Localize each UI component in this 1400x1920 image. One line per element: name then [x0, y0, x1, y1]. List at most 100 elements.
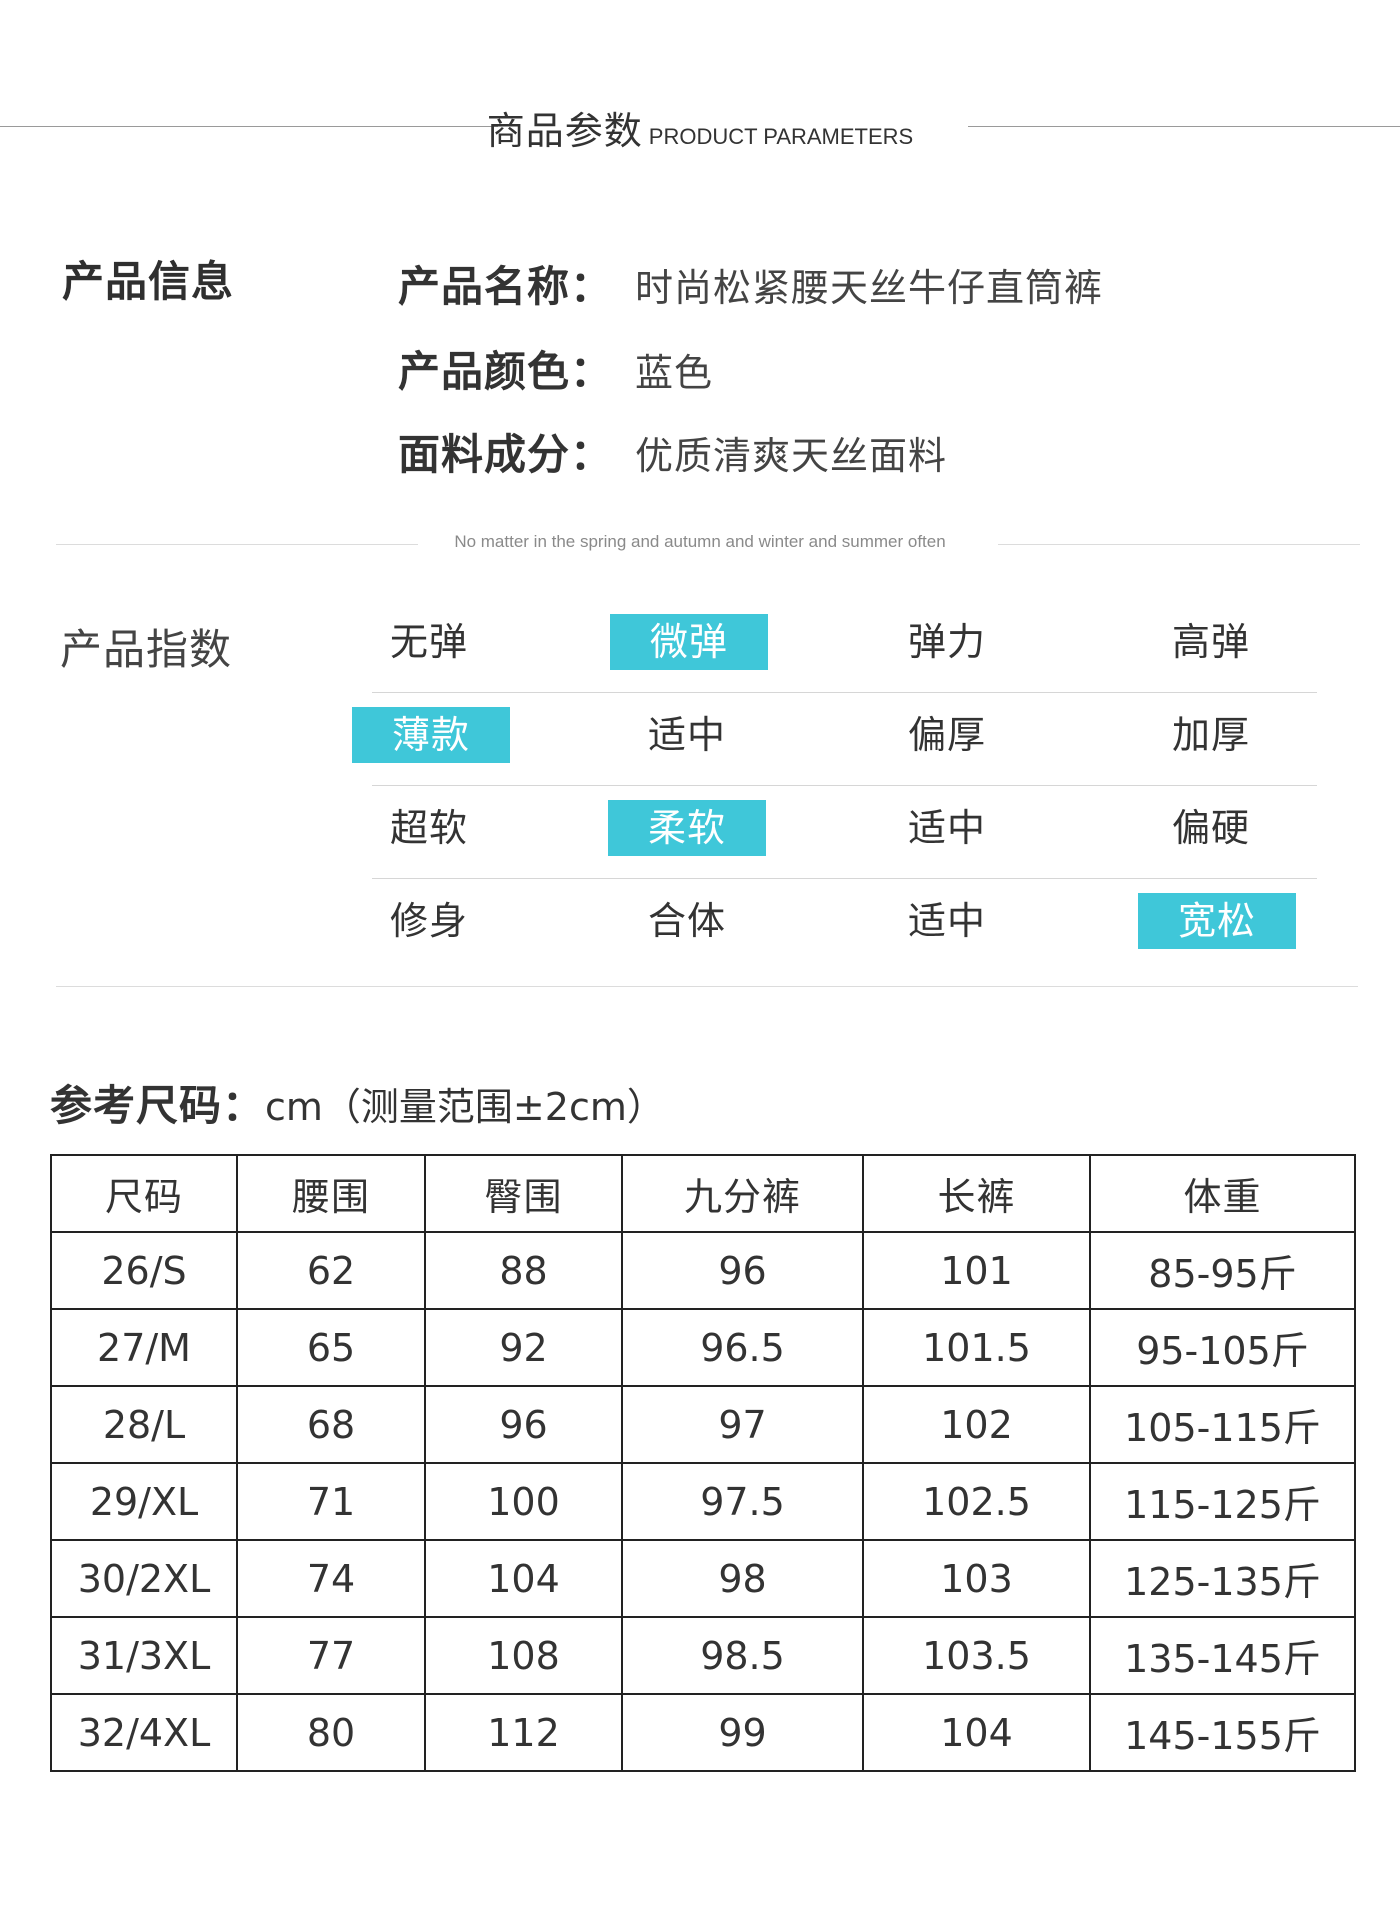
info-value: 时尚松紧腰天丝牛仔直筒裤 — [635, 266, 1104, 310]
table-cell: 98.5 — [621, 1616, 864, 1695]
table-cell: 97 — [621, 1385, 864, 1464]
table-row: 32/4XL 80 112 99 104 145-155斤 — [50, 1693, 1356, 1772]
table-row: 26/S 62 88 96 101 85-95斤 — [50, 1231, 1356, 1310]
table-cell: 105-115斤 — [1089, 1385, 1356, 1464]
table-cell: 145-155斤 — [1089, 1693, 1356, 1772]
index-option: 适中 — [907, 899, 986, 943]
table-cell: 115-125斤 — [1089, 1462, 1356, 1541]
index-row-divider — [372, 692, 1317, 693]
size-reference-label: 参考尺码： — [50, 1081, 266, 1130]
index-option-selected: 薄款 — [352, 707, 510, 763]
table-cell: 29/XL — [50, 1462, 238, 1541]
index-option: 偏硬 — [1171, 806, 1250, 850]
index-option-selected: 宽松 — [1138, 893, 1296, 949]
index-option: 加厚 — [1171, 713, 1250, 757]
column-header: 体重 — [1089, 1154, 1356, 1233]
column-header: 九分裤 — [621, 1154, 864, 1233]
tagline-rule-left — [56, 544, 418, 545]
index-option: 适中 — [647, 713, 726, 757]
table-cell: 108 — [424, 1616, 623, 1695]
table-cell: 102.5 — [862, 1462, 1091, 1541]
table-cell: 104 — [862, 1693, 1091, 1772]
table-cell: 96 — [424, 1385, 623, 1464]
index-row-fit: 修身 合体 适中 宽松 — [350, 879, 1350, 972]
header-title-cn: 商品参数 — [486, 109, 643, 153]
table-cell: 112 — [424, 1693, 623, 1772]
product-info-heading: 产品信息 — [62, 257, 235, 306]
table-row: 30/2XL 74 104 98 103 125-135斤 — [50, 1539, 1356, 1618]
index-option: 无弹 — [389, 620, 468, 664]
table-cell: 103.5 — [862, 1616, 1091, 1695]
table-row: 28/L 68 96 97 102 105-115斤 — [50, 1385, 1356, 1464]
table-cell: 80 — [236, 1693, 426, 1772]
header-title: 商品参数 PRODUCT PARAMETERS — [0, 100, 1400, 155]
header-rule-right — [968, 126, 1400, 127]
info-key: 产品颜色： — [398, 347, 614, 396]
info-row-color: 产品颜色： 蓝色 — [398, 338, 713, 398]
index-option-selected: 微弹 — [610, 614, 768, 670]
table-row: 27/M 65 92 96.5 101.5 95-105斤 — [50, 1308, 1356, 1387]
index-row-divider — [372, 785, 1317, 786]
info-row-fabric: 面料成分： 优质清爽天丝面料 — [398, 421, 947, 481]
table-cell: 92 — [424, 1308, 623, 1387]
table-cell: 104 — [424, 1539, 623, 1618]
column-header: 臀围 — [424, 1154, 623, 1233]
table-cell: 88 — [424, 1231, 623, 1310]
index-option-selected: 柔软 — [608, 800, 766, 856]
column-header: 长裤 — [862, 1154, 1091, 1233]
section-header: 商品参数 PRODUCT PARAMETERS — [0, 100, 1400, 153]
info-value: 优质清爽天丝面料 — [635, 434, 948, 478]
table-row: 31/3XL 77 108 98.5 103.5 135-145斤 — [50, 1616, 1356, 1695]
table-cell: 101.5 — [862, 1308, 1091, 1387]
index-option: 超软 — [389, 806, 468, 850]
table-cell: 74 — [236, 1539, 426, 1618]
table-cell: 101 — [862, 1231, 1091, 1310]
tagline-divider: No matter in the spring and autumn and w… — [0, 530, 1400, 560]
table-cell: 100 — [424, 1462, 623, 1541]
table-cell: 103 — [862, 1539, 1091, 1618]
table-cell: 96.5 — [621, 1308, 864, 1387]
header-rule-left — [0, 126, 498, 127]
table-cell: 27/M — [50, 1308, 238, 1387]
index-option: 弹力 — [907, 620, 986, 664]
index-option: 修身 — [389, 899, 468, 943]
info-value: 蓝色 — [635, 351, 714, 395]
column-header: 尺码 — [50, 1154, 238, 1233]
index-row-thickness: 薄款 适中 偏厚 加厚 — [350, 693, 1350, 786]
size-reference-heading: 参考尺码：cm（测量范围±2cm） — [50, 1072, 665, 1133]
index-row-elasticity: 无弹 微弹 弹力 高弹 — [350, 600, 1350, 693]
table-cell: 28/L — [50, 1385, 238, 1464]
table-cell: 65 — [236, 1308, 426, 1387]
table-cell: 32/4XL — [50, 1693, 238, 1772]
table-cell: 125-135斤 — [1089, 1539, 1356, 1618]
info-key: 面料成分： — [398, 430, 614, 479]
table-cell: 62 — [236, 1231, 426, 1310]
index-option: 适中 — [907, 806, 986, 850]
table-cell: 97.5 — [621, 1462, 864, 1541]
index-row-softness: 超软 柔软 适中 偏硬 — [350, 786, 1350, 879]
index-row-divider — [372, 878, 1317, 879]
column-header: 腰围 — [236, 1154, 426, 1233]
table-cell: 68 — [236, 1385, 426, 1464]
table-cell: 30/2XL — [50, 1539, 238, 1618]
index-option: 高弹 — [1171, 620, 1250, 664]
table-cell: 98 — [621, 1539, 864, 1618]
table-cell: 31/3XL — [50, 1616, 238, 1695]
table-row: 29/XL 71 100 97.5 102.5 115-125斤 — [50, 1462, 1356, 1541]
product-index-heading: 产品指数 — [60, 625, 233, 674]
header-title-en: PRODUCT PARAMETERS — [648, 124, 914, 149]
table-cell: 85-95斤 — [1089, 1231, 1356, 1310]
table-cell: 71 — [236, 1462, 426, 1541]
table-cell: 99 — [621, 1693, 864, 1772]
tagline-text: No matter in the spring and autumn and w… — [454, 532, 946, 551]
product-index-grid: 无弹 微弹 弹力 高弹 薄款 适中 偏厚 加厚 超软 柔软 适中 偏硬 修身 合… — [350, 600, 1350, 972]
index-bottom-divider — [56, 986, 1358, 987]
index-option: 合体 — [647, 899, 726, 943]
info-row-name: 产品名称： 时尚松紧腰天丝牛仔直筒裤 — [398, 253, 1103, 313]
table-cell: 96 — [621, 1231, 864, 1310]
index-option: 偏厚 — [907, 713, 986, 757]
table-cell: 95-105斤 — [1089, 1308, 1356, 1387]
table-cell: 26/S — [50, 1231, 238, 1310]
table-cell: 135-145斤 — [1089, 1616, 1356, 1695]
table-cell: 77 — [236, 1616, 426, 1695]
